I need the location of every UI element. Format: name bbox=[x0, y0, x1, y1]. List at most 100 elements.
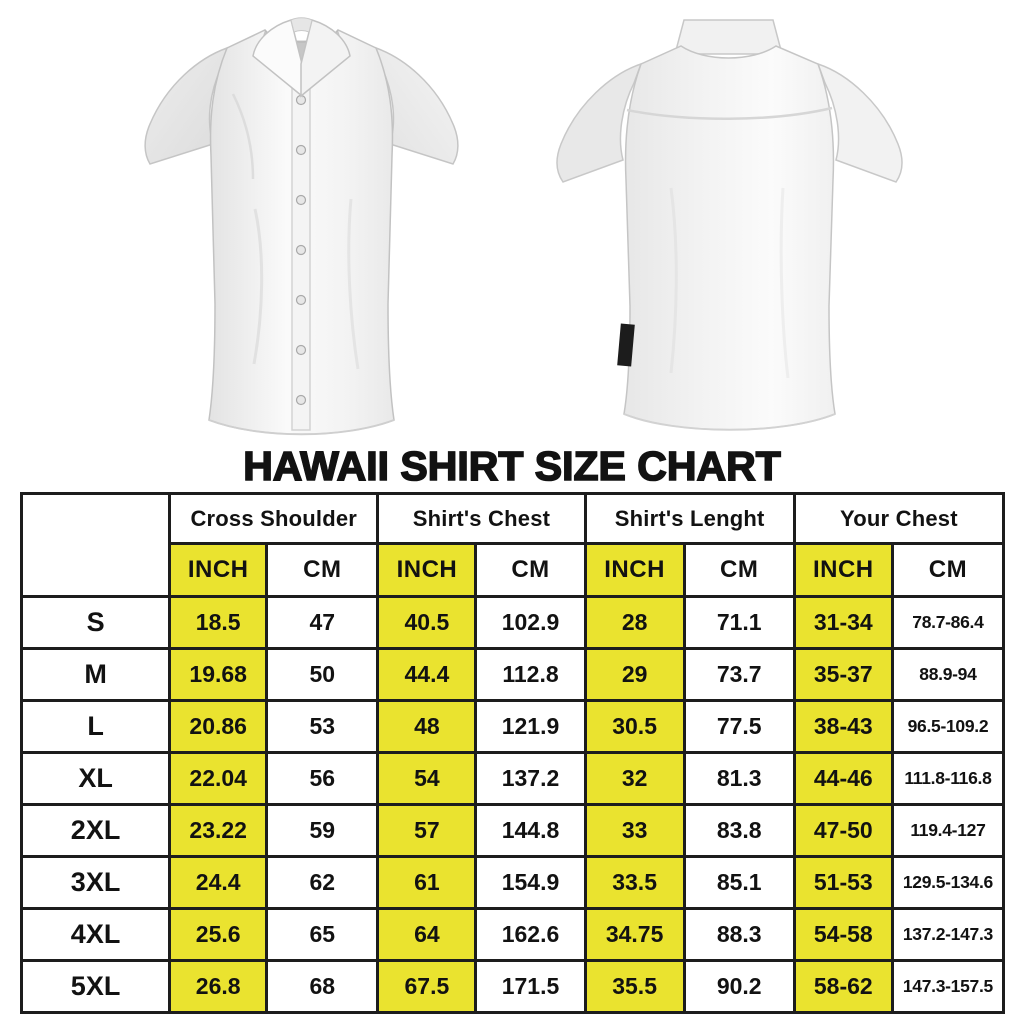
table-row: 3XL 24.4 62 61 154.9 33.5 85.1 51-53 129.5-134.6 bbox=[19, 855, 1006, 910]
unit-header-cm: CM bbox=[474, 542, 587, 598]
unit-header-inch: INCH bbox=[583, 542, 686, 598]
table-row: 2XL 23.22 59 57 144.8 33 83.8 47-50 119.4-127 bbox=[19, 803, 1006, 858]
measurement-cell-cm: 65 bbox=[265, 907, 380, 962]
table-row: 5XL 26.8 68 67.5 171.5 35.5 90.2 58-62 147.3-157… bbox=[19, 959, 1006, 1014]
size-label: 3XL bbox=[19, 855, 172, 910]
measurement-cell-cm: 154.9 bbox=[474, 855, 587, 910]
measurement-cell-cm: 47 bbox=[265, 595, 380, 650]
front-fold-left bbox=[252, 208, 264, 365]
measurement-cell-cm: 68 bbox=[265, 959, 380, 1014]
measurement-cell-cm: 162.6 bbox=[474, 907, 587, 962]
back-left-sleeve bbox=[556, 62, 643, 183]
measurement-cell-inch: 35-37 bbox=[792, 647, 894, 702]
table-row: L 20.86 53 48 121.9 30.5 77.5 38-43 96.5-109.2 bbox=[19, 699, 1006, 754]
measurement-cell-inch: 40.5 bbox=[376, 595, 478, 650]
measurement-cell-cm: 85.1 bbox=[682, 855, 796, 910]
table-row: XL 22.04 56 54 137.2 32 81.3 44-46 111.8-116.8 bbox=[19, 751, 1006, 806]
front-collar-band bbox=[290, 17, 313, 33]
measurement-cell-cm: 83.8 bbox=[682, 803, 796, 858]
measurement-cell-inch: 64 bbox=[376, 907, 478, 962]
unit-header-cm: CM bbox=[682, 542, 796, 598]
back-right-sleeve bbox=[816, 62, 903, 183]
back-collar bbox=[674, 19, 783, 55]
measurement-cell-inch: 67.5 bbox=[376, 959, 478, 1014]
measurement-cell-inch: 51-53 bbox=[792, 855, 894, 910]
measurement-cell-inch: 34.75 bbox=[583, 907, 686, 962]
measurement-cell-cm: 77.5 bbox=[682, 699, 796, 754]
measurement-cell-inch: 44.4 bbox=[376, 647, 478, 702]
size-label: S bbox=[19, 595, 172, 650]
measurement-cell-cm: 137.2 bbox=[474, 751, 587, 806]
measurement-cell-inch: 23.22 bbox=[168, 803, 269, 858]
measurement-cell-inch: 28 bbox=[583, 595, 686, 650]
back-torso bbox=[623, 45, 836, 431]
measurement-cell-cm: 56 bbox=[265, 751, 380, 806]
measurement-cell-cm: 137.2-147.3 bbox=[890, 907, 1006, 962]
measurement-cell-inch: 29 bbox=[583, 647, 686, 702]
measurement-cell-cm: 144.8 bbox=[474, 803, 587, 858]
front-fold-right bbox=[347, 198, 360, 370]
measurement-cell-cm: 96.5-109.2 bbox=[890, 699, 1006, 754]
size-label: 2XL bbox=[19, 803, 172, 858]
measurement-cell-inch: 54 bbox=[376, 751, 478, 806]
table-row: M 19.68 50 44.4 112.8 29 73.7 35-37 88.9-94 bbox=[19, 647, 1006, 702]
unit-header-cm: CM bbox=[890, 542, 1006, 598]
measurement-cell-inch: 33 bbox=[583, 803, 686, 858]
measurement-cell-inch: 22.04 bbox=[168, 751, 269, 806]
front-placket bbox=[291, 87, 311, 431]
measurement-cell-cm: 78.7-86.4 bbox=[890, 595, 1006, 650]
measurement-cell-cm: 147.3-157.5 bbox=[890, 959, 1006, 1014]
measurement-cell-inch: 19.68 bbox=[168, 647, 269, 702]
measurement-cell-inch: 54-58 bbox=[792, 907, 894, 962]
measurement-cell-inch: 47-50 bbox=[792, 803, 894, 858]
measurement-cell-inch: 31-34 bbox=[792, 595, 894, 650]
measurement-cell-inch: 25.6 bbox=[168, 907, 269, 962]
measurement-cell-cm: 90.2 bbox=[682, 959, 796, 1014]
measurement-cell-cm: 50 bbox=[265, 647, 380, 702]
column-group-header: Shirt's Lenght bbox=[583, 492, 796, 545]
page-title: HAWAII SHIRT SIZE CHART bbox=[242, 442, 781, 490]
measurement-cell-cm: 121.9 bbox=[474, 699, 587, 754]
back-side-tag bbox=[617, 323, 635, 367]
measurement-cell-cm: 112.8 bbox=[474, 647, 587, 702]
measurement-cell-inch: 44-46 bbox=[792, 751, 894, 806]
size-label: L bbox=[19, 699, 172, 754]
measurement-cell-inch: 18.5 bbox=[168, 595, 269, 650]
back-fold-left bbox=[669, 187, 678, 374]
measurement-cell-cm: 53 bbox=[265, 699, 380, 754]
unit-header-inch: INCH bbox=[376, 542, 478, 598]
unit-header-inch: INCH bbox=[792, 542, 894, 598]
measurement-cell-inch: 30.5 bbox=[583, 699, 686, 754]
measurement-cell-cm: 88.9-94 bbox=[890, 647, 1006, 702]
column-group-header: Shirt's Chest bbox=[376, 492, 587, 545]
measurement-cell-cm: 71.1 bbox=[682, 595, 796, 650]
measurement-cell-cm: 88.3 bbox=[682, 907, 796, 962]
measurement-cell-cm: 129.5-134.6 bbox=[890, 855, 1006, 910]
measurement-cell-inch: 58-62 bbox=[792, 959, 894, 1014]
back-fold-right bbox=[779, 187, 790, 379]
measurement-cell-inch: 32 bbox=[583, 751, 686, 806]
column-group-header: Your Chest bbox=[792, 492, 1006, 545]
size-label: 4XL bbox=[19, 907, 172, 962]
back-yoke-seam bbox=[626, 106, 833, 121]
measurement-cell-inch: 26.8 bbox=[168, 959, 269, 1014]
measurement-cell-inch: 20.86 bbox=[168, 699, 269, 754]
measurement-cell-inch: 61 bbox=[376, 855, 478, 910]
measurement-cell-inch: 24.4 bbox=[168, 855, 269, 910]
size-label: 5XL bbox=[19, 959, 172, 1014]
measurement-cell-cm: 73.7 bbox=[682, 647, 796, 702]
column-group-header: Cross Shoulder bbox=[168, 492, 380, 545]
measurement-cell-inch: 57 bbox=[376, 803, 478, 858]
shirts-section bbox=[0, 0, 1024, 445]
front-right-sleeve bbox=[374, 46, 459, 165]
unit-header-inch: INCH bbox=[168, 542, 269, 598]
front-fold-shoulder bbox=[231, 93, 255, 180]
front-left-sleeve bbox=[144, 46, 229, 165]
measurement-cell-cm: 81.3 bbox=[682, 751, 796, 806]
measurement-cell-cm: 62 bbox=[265, 855, 380, 910]
measurement-cell-inch: 48 bbox=[376, 699, 478, 754]
shirt-back-image bbox=[556, 19, 903, 431]
measurement-cell-cm: 171.5 bbox=[474, 959, 587, 1014]
measurement-cell-inch: 33.5 bbox=[583, 855, 686, 910]
corner-cell bbox=[19, 492, 172, 598]
